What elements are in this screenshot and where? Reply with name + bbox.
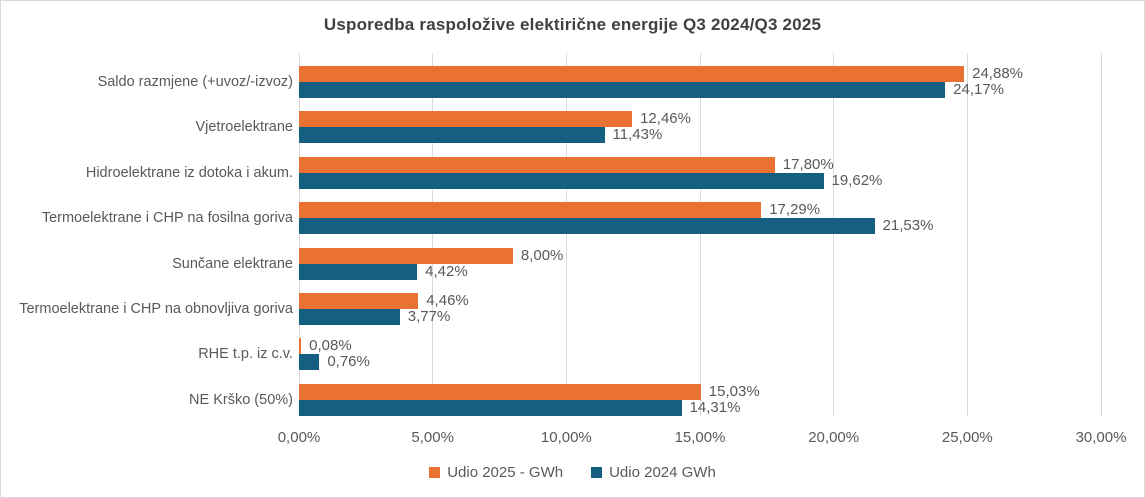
bar-series-1 bbox=[299, 202, 762, 219]
bar-value-label: 0,76% bbox=[327, 353, 370, 371]
bar-row: 0,08% 0,76% bbox=[299, 325, 1101, 371]
bar-value-label: 3,77% bbox=[407, 307, 451, 325]
x-tick-label: 25,00% bbox=[941, 429, 993, 446]
bar-series-1 bbox=[299, 338, 302, 355]
legend-item-2: Udio 2024 GWh bbox=[591, 464, 716, 481]
bar-series-2 bbox=[299, 218, 875, 235]
bar-value-label: 0,08% bbox=[309, 337, 352, 355]
category-label: Hidroelektrane iz dotoka i akum. bbox=[85, 164, 293, 181]
legend-item-1: Udio 2025 - GWh bbox=[429, 464, 563, 481]
bar-row: 8,00% 4,42% bbox=[299, 235, 1101, 280]
bar-value-label: 12,46% bbox=[640, 110, 691, 128]
bar-series-1 bbox=[299, 383, 701, 400]
x-tick-label: 0,00% bbox=[277, 429, 321, 446]
bar-row: 17,80% 19,62% bbox=[299, 144, 1101, 189]
legend-swatch-icon bbox=[591, 467, 603, 478]
bar-series-1 bbox=[299, 292, 419, 309]
bar-series-1 bbox=[299, 156, 775, 173]
x-tick-label: 15,00% bbox=[674, 429, 726, 446]
legend: Udio 2025 - GWh Udio 2024 GWh bbox=[1, 464, 1144, 481]
x-tick-label: 30,00% bbox=[1075, 429, 1127, 446]
bar-value-label: 24,17% bbox=[953, 81, 1005, 98]
category-label: Saldo razmjene (+uvoz/-izvoz) bbox=[97, 74, 293, 90]
bar-series-2 bbox=[299, 263, 418, 280]
bar-series-1 bbox=[299, 111, 633, 128]
bar-series-1 bbox=[299, 66, 965, 82]
x-tick-label: 20,00% bbox=[808, 429, 860, 446]
bar-series-2 bbox=[299, 354, 320, 371]
category-label: Termoelektrane i CHP na fosilna goriva bbox=[41, 210, 293, 227]
bar-row: 15,03% 14,31% bbox=[299, 371, 1101, 416]
bar-series-2 bbox=[299, 82, 946, 98]
gridline bbox=[966, 53, 968, 416]
bar-value-label: 17,80% bbox=[782, 155, 834, 173]
bar-value-label: 19,62% bbox=[831, 171, 883, 189]
gridline bbox=[565, 53, 567, 416]
bar-value-label: 4,42% bbox=[425, 262, 468, 280]
bar-value-label: 8,00% bbox=[520, 246, 564, 264]
category-label: Vjetroelektrane bbox=[195, 119, 293, 136]
legend-label: Udio 2025 - GWh bbox=[447, 464, 564, 481]
category-label: Termoelektrane i CHP na obnovljiva goriv… bbox=[19, 300, 293, 317]
bar-value-label: 15,03% bbox=[708, 382, 760, 400]
category-label: NE Krško (50%) bbox=[189, 391, 293, 408]
category-label: RHE t.p. iz c.v. bbox=[198, 346, 293, 363]
chart-title: Usporedba raspoložive elektirične energi… bbox=[323, 15, 822, 34]
gridline bbox=[833, 53, 835, 416]
plot-area: 24,88% 24,17% 12,46% 11,43% 17,80% 19,62% 17,2… bbox=[298, 53, 1102, 416]
bar-value-label: 11,43% bbox=[612, 126, 663, 144]
bar-value-label: 14,31% bbox=[689, 398, 741, 416]
bar-value-label: 24,88% bbox=[972, 65, 1023, 82]
gridline bbox=[432, 53, 434, 416]
category-label: Sunčane elektrane bbox=[172, 255, 293, 272]
x-tick-label: 5,00% bbox=[411, 429, 454, 446]
bar-value-label: 21,53% bbox=[882, 217, 934, 235]
gridline bbox=[298, 53, 300, 416]
bar-value-label: 4,46% bbox=[426, 291, 469, 309]
bar-series-1 bbox=[299, 247, 513, 264]
bar-value-label: 17,29% bbox=[769, 201, 821, 219]
bar-row: 12,46% 11,43% bbox=[299, 98, 1101, 144]
x-tick-label: 10,00% bbox=[540, 429, 592, 446]
legend-swatch-icon bbox=[429, 467, 441, 478]
bar-series-2 bbox=[299, 308, 400, 325]
bar-row: 17,29% 21,53% bbox=[299, 189, 1101, 235]
bar-row: 4,46% 3,77% bbox=[299, 280, 1101, 325]
bar-series-2 bbox=[299, 172, 824, 189]
gridline bbox=[699, 53, 701, 416]
legend-label: Udio 2024 GWh bbox=[609, 464, 716, 481]
bar-row: 24,88% 24,17% bbox=[299, 53, 1101, 98]
bar-series-2 bbox=[299, 399, 682, 416]
gridline bbox=[1100, 53, 1102, 416]
bar-series-2 bbox=[299, 127, 605, 144]
